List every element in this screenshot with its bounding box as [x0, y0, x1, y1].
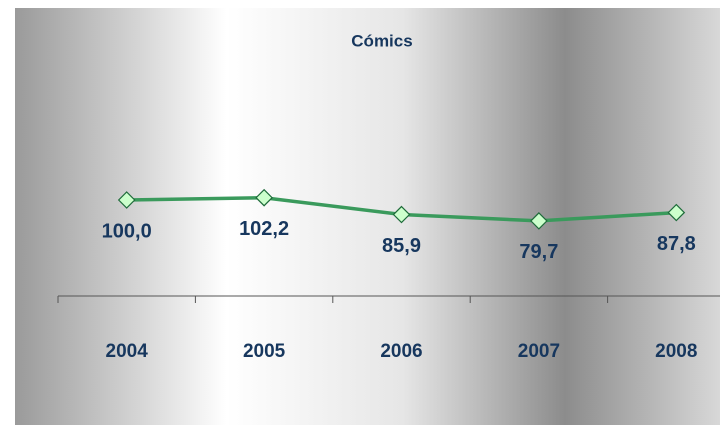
x-tick-label: 2006 [380, 341, 422, 362]
data-label: 87,8 [657, 233, 696, 255]
marker [530, 212, 548, 230]
data-label: 79,7 [519, 241, 558, 263]
data-label: 100,0 [102, 220, 152, 242]
x-tick-label: 2007 [518, 341, 560, 362]
data-label: 85,9 [382, 235, 421, 257]
x-tick-label: 2004 [106, 341, 149, 362]
x-tick-label: 2008 [655, 341, 697, 362]
marker [392, 205, 411, 224]
data-label: 102,2 [239, 218, 289, 240]
marker [667, 203, 686, 222]
marker [117, 191, 136, 209]
x-tick-label: 2005 [243, 341, 286, 362]
marker [255, 188, 273, 207]
chart-title: Cómics [351, 31, 412, 50]
